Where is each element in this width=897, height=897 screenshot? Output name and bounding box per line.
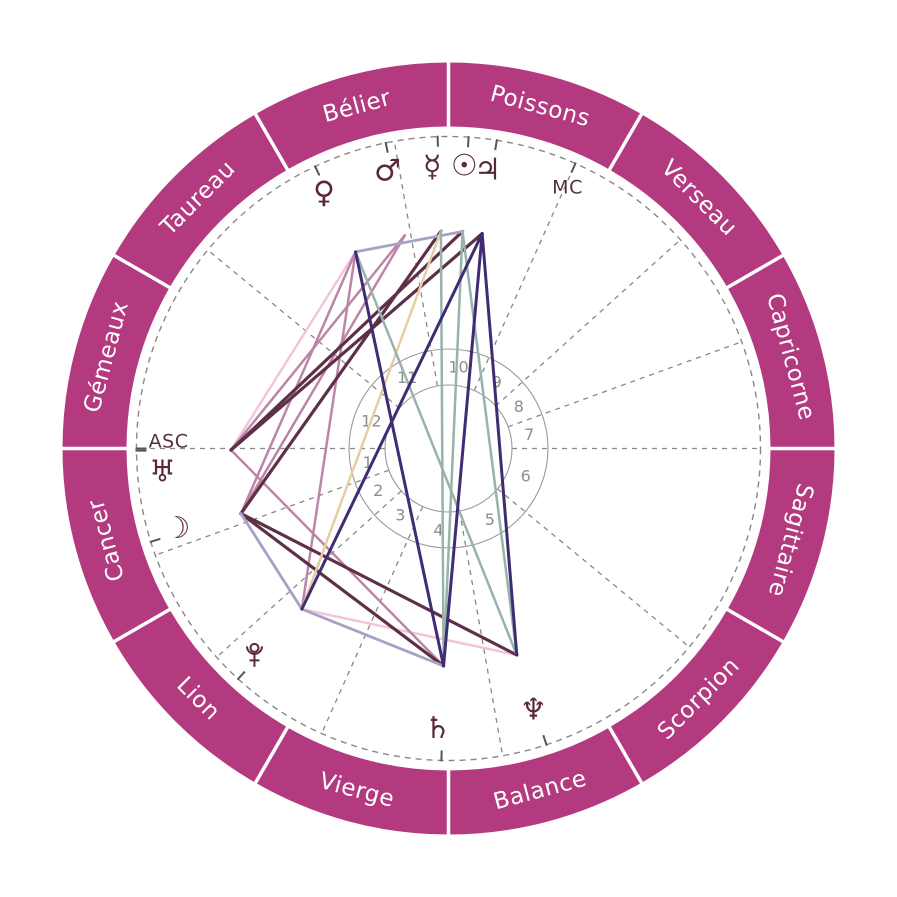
venus-icon: ♀ xyxy=(313,176,335,211)
aspect-line-sun-neptune xyxy=(461,230,519,657)
house-number-9: 9 xyxy=(492,373,502,392)
aspect-line-moon-saturn xyxy=(239,511,446,668)
house-number-7: 7 xyxy=(524,425,534,444)
house-cusp-line-5 xyxy=(458,510,504,756)
planet-tick-sun xyxy=(466,136,470,148)
house-number-8: 8 xyxy=(514,397,524,416)
aspect-line-venus-moon xyxy=(239,250,357,515)
zodiac-segment-cancer xyxy=(62,448,170,642)
house-cusp-line-4 xyxy=(321,506,424,734)
aspect-line-pluto-saturn xyxy=(300,607,445,668)
sun-icon: ☉ xyxy=(451,148,478,183)
zodiac-divider xyxy=(253,725,290,785)
house-cusp-line-11 xyxy=(393,141,439,387)
house-cusp-line-8 xyxy=(507,341,742,428)
house-circle-inner xyxy=(384,384,513,513)
aspect-line-mercury-moon xyxy=(239,229,443,516)
planet-tick-jupiter xyxy=(494,139,498,151)
zodiac-segment-scorpion xyxy=(609,609,783,783)
aspect-line-mercury-saturn xyxy=(439,229,445,668)
house-number-3: 3 xyxy=(395,505,405,524)
moon-icon: ☽ xyxy=(164,511,191,546)
mc-label: MC xyxy=(552,176,583,198)
planet-tick-mars xyxy=(384,141,389,153)
house-number-1: 1 xyxy=(363,453,373,472)
mercury-icon: ☿ xyxy=(423,149,441,184)
aspect-line-mercury-pluto xyxy=(300,229,443,611)
zodiac-divider xyxy=(607,112,644,172)
zodiac-segment-poissons xyxy=(448,62,642,170)
aspect-line-sun-saturn xyxy=(442,230,464,668)
zodiac-divider xyxy=(725,253,785,290)
zodiac-divider xyxy=(253,112,290,172)
zodiac-segment-taureau xyxy=(114,114,288,288)
zodiac-divider xyxy=(607,725,644,785)
house-number-4: 4 xyxy=(433,520,443,539)
zodiac-segment-vierge xyxy=(255,727,449,835)
house-cusp-line-3 xyxy=(216,490,402,658)
pluto-icon-part xyxy=(245,646,263,655)
zodiac-divider xyxy=(725,607,785,644)
aspect-line-venus-sun xyxy=(354,230,464,254)
aspect-line-uranus-saturn xyxy=(229,448,445,668)
aspect-line-moon-pluto xyxy=(239,512,304,611)
house-number-6: 6 xyxy=(521,467,531,486)
aspect-line-venus-saturn xyxy=(354,250,446,668)
house-cusp-line-9 xyxy=(495,239,681,407)
zodiac-segment-verseau xyxy=(609,114,783,288)
aspect-line-venus-neptune xyxy=(354,250,519,657)
aspect-line-jupiter-saturn xyxy=(442,232,484,668)
zodiac-segment-capricorne xyxy=(727,255,835,449)
mc-tick xyxy=(570,162,577,174)
aspect-line-moon-neptune xyxy=(239,511,519,657)
house-number-5: 5 xyxy=(485,510,495,529)
mars-icon: ♂ xyxy=(374,154,401,189)
planet-tick-pluto xyxy=(236,670,246,681)
zodiac-segment-lion xyxy=(114,609,288,783)
planet-tick-venus xyxy=(313,165,321,176)
zodiac-divider xyxy=(112,253,172,290)
zodiac-divider xyxy=(112,607,172,644)
neptune-icon: ♆ xyxy=(520,693,547,728)
aspect-line-jupiter-neptune xyxy=(480,232,519,657)
jupiter-icon: ♃ xyxy=(474,153,501,188)
planet-tick-neptune xyxy=(542,734,548,746)
pluto-icon xyxy=(245,642,263,667)
house-cusp-line-2 xyxy=(155,469,390,556)
house-number-10: 10 xyxy=(448,358,468,377)
zodiac-segment-gémeaux xyxy=(62,255,170,449)
zodiac-segment-balance xyxy=(448,727,642,835)
saturn-icon: ♄ xyxy=(424,711,451,746)
house-number-2: 2 xyxy=(373,481,383,500)
pluto-icon-part xyxy=(249,642,260,653)
uranus-icon: ♅ xyxy=(149,455,176,490)
zodiac-segment-bélier xyxy=(255,62,449,170)
asc-label: ASC xyxy=(149,431,189,453)
aspect-line-mars-moon xyxy=(239,234,407,515)
aspect-line-sun-uranus xyxy=(229,229,465,452)
aspect-line-jupiter-uranus xyxy=(229,232,484,452)
aspect-line-mars-uranus xyxy=(229,234,407,452)
zodiac-segment-sagittaire xyxy=(727,448,835,642)
aspect-line-venus-uranus xyxy=(229,250,357,452)
house-cusp-line-12 xyxy=(207,249,400,409)
house-cusp-line-6 xyxy=(497,488,690,648)
planet-tick-moon xyxy=(149,537,161,544)
